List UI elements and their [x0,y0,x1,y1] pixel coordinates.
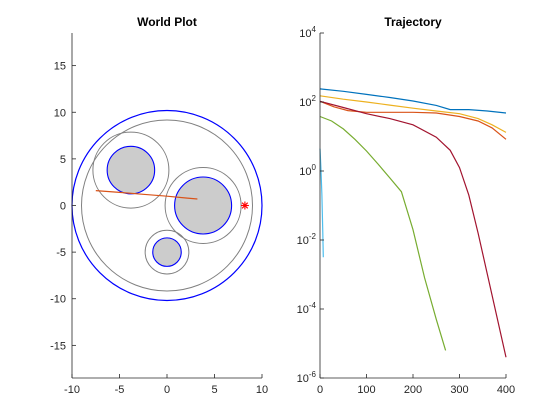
world-plot-y-tick-label: 10 [54,107,66,119]
world-plot-title: World Plot [137,15,197,29]
world-plot-x-ticks: -10 -5 0 5 10 [64,374,268,396]
trajectory-plot-y-tick-label: 10-6 [297,370,317,385]
y-tick-base: 10 [299,28,311,40]
trajectory-plot-y-tick-label: 100 [299,163,316,178]
world-plot-x-tick-label: 5 [211,384,217,396]
world-plot-x-tick-label: 0 [164,384,170,396]
y-tick-exponent: -4 [309,301,317,310]
world-plot-content [71,109,263,302]
trajectory-plot-x-ticks: 0 100 200 300 400 [317,374,515,396]
obstacle-margin-circle [92,131,170,209]
trajectory-plot-x-tick-label: 400 [497,384,515,396]
trajectory-plot-axes: Trajectory 10-6 10-4 10-2 100 102 104 0 … [297,15,516,396]
trajectory-series-line [319,115,447,351]
trajectory-series-line [319,88,507,114]
trajectory-plot-y-tick-label: 10-4 [297,301,317,316]
trajectory-plot-y-tick-label: 102 [299,94,316,109]
trajectory-plot-title: Trajectory [384,15,442,29]
y-tick-exponent: 0 [312,163,317,172]
trajectory-plot-y-ticks: 10-6 10-4 10-2 100 102 104 [297,25,324,385]
world-plot-y-tick-label: 0 [60,201,66,213]
obstacle-circle [106,145,156,195]
world-plot-y-tick-label: 5 [60,154,66,166]
trajectory-series-line [319,100,507,140]
y-tick-exponent: 2 [312,94,317,103]
y-tick-exponent: 4 [312,25,317,34]
trajectory-series-line [319,100,507,358]
goal-marker [240,201,249,210]
trajectory-plot-x-tick-label: 100 [357,384,375,396]
obstacle-circle [174,176,233,235]
world-plot-axes: World Plot -15 -10 -5 0 5 10 15 -10 -5 0… [50,15,268,396]
trajectory-plot-x-tick-label: 0 [317,384,323,396]
goal-marker-stroke [241,202,249,209]
y-tick-exponent: -6 [309,370,317,379]
world-plot-y-tick-label: -15 [50,340,66,352]
y-tick-base: 10 [297,373,309,385]
world-plot-y-tick-label: 15 [54,61,66,73]
world-plot-y-tick-label: -5 [56,247,66,259]
y-tick-exponent: -2 [309,232,317,241]
y-tick-base: 10 [297,304,309,316]
y-tick-base: 10 [299,166,311,178]
world-plot-x-tick-label: -10 [64,384,80,396]
world-plot-x-tick-label: -5 [115,384,125,396]
obstacle-margin-circle [144,229,190,275]
world-inner-circle [81,119,253,292]
y-tick-base: 10 [297,235,309,247]
trajectory-plot-y-tick-label: 10-2 [297,232,317,247]
trajectory-plot-x-tick-label: 200 [404,384,422,396]
trajectory-plot-x-tick-label: 300 [450,384,468,396]
world-plot-x-tick-label: 10 [256,384,268,396]
world-plot-y-tick-label: -10 [50,294,66,306]
y-tick-base: 10 [299,97,311,109]
trajectory-plot-content [319,88,507,358]
robot-path-line [95,190,198,200]
trajectory-series-line [319,95,507,133]
obstacle-circle [152,237,182,267]
world-plot-y-ticks: -15 -10 -5 0 5 10 15 [50,61,76,352]
trajectory-series-line [319,148,324,258]
trajectory-plot-y-tick-label: 104 [299,25,316,40]
